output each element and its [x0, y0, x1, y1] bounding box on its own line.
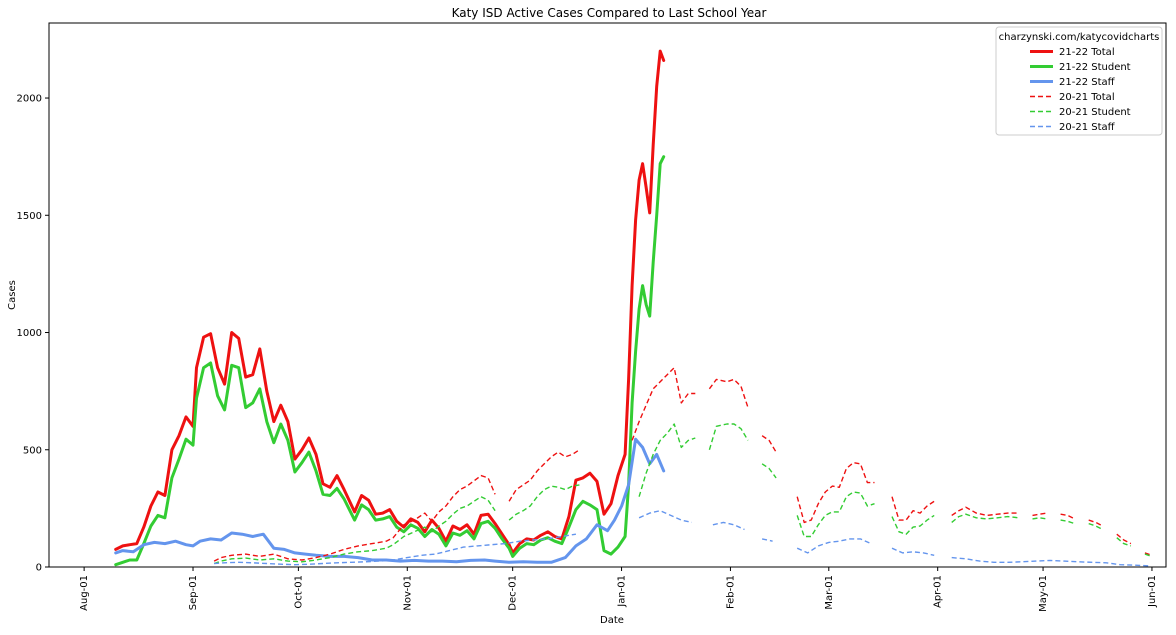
x-axis: Aug-01 Sep-01 Oct-01 Nov-01 Dec-01 Jan-01 Feb-…	[79, 567, 1158, 612]
x-axis-label: Date	[600, 615, 624, 626]
legend-entry-1: 21-22 Student	[1059, 62, 1131, 73]
chart-title: Katy ISD Active Cases Compared to Last S…	[452, 6, 767, 20]
x-tick-label: Jun-01	[1147, 575, 1158, 608]
x-tick-label: Jan-01	[617, 575, 628, 608]
x-tick-label: Apr-01	[933, 575, 944, 608]
y-tick-label: 2000	[17, 94, 42, 105]
x-tick-label: May-01	[1038, 575, 1049, 612]
legend-title: charzynski.com/katycovidcharts	[999, 32, 1160, 43]
x-tick-label: Mar-01	[824, 575, 835, 610]
series-line-5	[214, 510, 1149, 567]
legend-entry-5: 20-21 Staff	[1059, 122, 1116, 133]
y-tick-label: 500	[23, 445, 42, 456]
x-tick-label: Feb-01	[725, 575, 736, 609]
x-tick-label: Oct-01	[293, 575, 304, 609]
x-tick-label: Nov-01	[402, 575, 413, 611]
legend-box	[995, 26, 1163, 136]
series-line-1	[114, 155, 666, 567]
legend-entry-2: 21-22 Staff	[1059, 77, 1116, 88]
plot-area	[48, 22, 1167, 568]
series-line-0	[114, 49, 666, 555]
y-tick-label: 1500	[17, 211, 42, 222]
legend-entry-4: 20-21 Student	[1059, 107, 1131, 118]
series-line-4	[213, 423, 1153, 565]
plot-frame	[48, 22, 1167, 568]
x-tick-label: Sep-01	[188, 575, 199, 610]
y-axis-label: Cases	[7, 280, 18, 310]
x-tick-label: Aug-01	[79, 575, 90, 611]
x-tick-label: Dec-01	[508, 575, 519, 611]
legend: charzynski.com/katycovidcharts 21-22 Tota…	[995, 26, 1163, 136]
y-tick-label: 1000	[17, 328, 42, 339]
y-tick-label: 0	[36, 563, 42, 574]
legend-entry-3: 20-21 Total	[1059, 92, 1115, 103]
y-axis: 0 500 1000 1500 2000	[17, 94, 49, 574]
series-line-3	[213, 367, 1153, 562]
series-group	[114, 49, 1153, 567]
legend-entry-0: 21-22 Total	[1059, 47, 1115, 58]
